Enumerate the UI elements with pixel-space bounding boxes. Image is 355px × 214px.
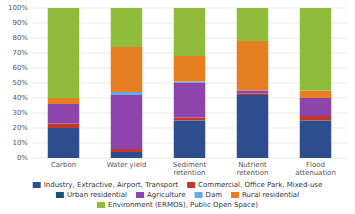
y-tick-label: 30% [12, 109, 28, 117]
bars [48, 8, 332, 158]
bar-segment [111, 8, 143, 47]
bar-segment [111, 92, 143, 95]
legend-swatch [195, 192, 203, 198]
bar-segment [48, 104, 80, 124]
y-tick-label: 100% [8, 4, 28, 12]
legend-label: Commercial, Office Park, Mixed-use [198, 181, 322, 189]
bar-segment [174, 56, 206, 82]
bar-segment [48, 128, 80, 158]
legend-label: Agriculture [147, 191, 186, 199]
chart: Industry, Extractive, Airport, Transport… [0, 0, 355, 214]
bar-segment [111, 95, 143, 149]
y-tick-label: 20% [12, 124, 28, 132]
y-tick-label: 80% [12, 34, 28, 42]
legend-swatch [97, 202, 105, 208]
legend-swatch [56, 192, 64, 198]
y-tick-label: 0% [17, 154, 28, 162]
legend-swatch [187, 182, 195, 188]
bar-segment [237, 95, 269, 158]
bar-segment [174, 121, 206, 159]
y-tick-label: 50% [12, 79, 28, 87]
legend-item: Urban residential [56, 191, 127, 199]
bar-segment [48, 98, 80, 104]
bar-segment [237, 94, 269, 96]
bar-segment [174, 118, 206, 121]
bar-segment [174, 82, 206, 84]
legend-swatch [231, 192, 239, 198]
bar-segment [48, 8, 80, 98]
legend-item: Dam [195, 191, 223, 199]
y-tick-label: 40% [12, 94, 28, 102]
legend-label: Environment (ERMOS), Public Open Space) [108, 201, 258, 209]
bar-segment [174, 8, 206, 56]
x-tick-label: Carbon [51, 161, 76, 169]
bar-segment [174, 83, 206, 118]
bar-segment [48, 124, 80, 129]
legend-item: Agriculture [136, 191, 186, 199]
x-tick-label: Water yield [107, 161, 147, 169]
legend-item: Industry, Extractive, Airport, Transport [33, 181, 179, 189]
x-tick-label: Nutrientretention [237, 161, 269, 177]
y-axis: 0% 10% 20% 30% 40% 50% 60% 70% 80% 90% 100% [8, 4, 347, 162]
bar-segment [237, 91, 269, 94]
legend-item: Environment (ERMOS), Public Open Space) [97, 201, 258, 209]
bar-segment [300, 98, 332, 116]
bar-segment [111, 149, 143, 152]
bar-segment [111, 47, 143, 92]
legend: Industry, Extractive, Airport, Transport… [33, 181, 323, 209]
bar-segment [111, 152, 143, 158]
bar-segment [300, 116, 332, 121]
bar-segment [300, 91, 332, 99]
legend-item: Rural residential [231, 191, 299, 199]
legend-label: Rural residential [242, 191, 299, 199]
legend-label: Industry, Extractive, Airport, Transport [44, 181, 179, 189]
x-tick-label: Floodattenuation [295, 161, 336, 177]
y-tick-label: 10% [12, 139, 28, 147]
bar-segment [237, 8, 269, 41]
y-tick-label: 90% [12, 19, 28, 27]
bar-segment [300, 8, 332, 91]
legend-swatch [33, 182, 41, 188]
x-tick-label: Sedimentretention [173, 161, 207, 177]
legend-swatch [136, 192, 144, 198]
y-tick-label: 60% [12, 64, 28, 72]
bar-segment [300, 121, 332, 159]
bar-segment [237, 41, 269, 91]
y-tick-label: 70% [12, 49, 28, 57]
legend-label: Urban residential [67, 191, 127, 199]
legend-label: Dam [206, 191, 223, 199]
legend-item: Commercial, Office Park, Mixed-use [187, 181, 322, 189]
x-axis: Carbon Water yield Sedimentretention Nutrie… [51, 161, 336, 177]
